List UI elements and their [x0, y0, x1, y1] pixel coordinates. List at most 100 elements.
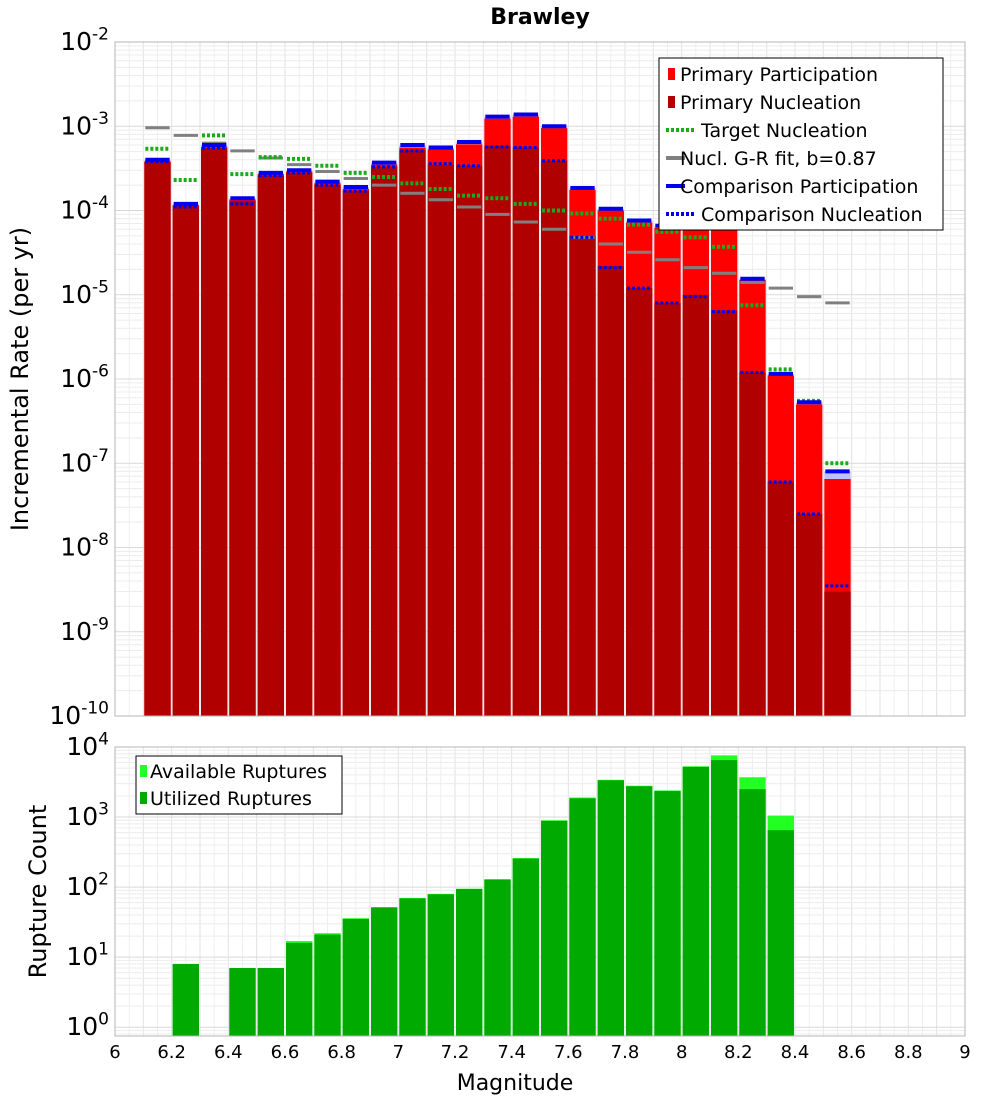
x-tick-label: 8 [676, 1042, 687, 1063]
nucleation-bar [654, 302, 681, 716]
y-tick-label: 10-8 [60, 530, 109, 562]
utilized-ruptures-bar [427, 894, 454, 1036]
top-bars [144, 114, 851, 717]
y-tick-label: 10-3 [60, 109, 109, 141]
x-tick-label: 9 [959, 1042, 970, 1063]
top-line-segments [145, 112, 850, 588]
y-tick-label: 10-6 [60, 362, 109, 394]
legend-swatch [140, 765, 147, 777]
nucleation-bar [144, 161, 171, 717]
bottom-y-axis-label: Rupture Count [24, 805, 52, 979]
nucleation-bar [484, 146, 511, 716]
rupture-count-plot: 100 101 102 103 104 6 6.2 6.4 6.6 6.8 7 7.2 7.4 7.6 7.… [24, 730, 971, 1097]
x-tick-label: 7.6 [554, 1042, 583, 1063]
y-tick-label: 10-7 [60, 446, 109, 478]
chart-title: Brawley [490, 5, 590, 30]
nucleation-bar [201, 148, 228, 716]
legend-entry: Available Ruptures [150, 761, 327, 783]
legend-entry: Nucl. G-R fit, b=0.87 [680, 148, 877, 170]
y-tick-label: 10-4 [60, 193, 109, 225]
x-tick-label: 6.2 [157, 1042, 186, 1063]
top-y-axis-label: Incremental Rate (per yr) [6, 227, 34, 531]
legend-swatch [668, 96, 675, 108]
utilized-ruptures-bar [597, 780, 624, 1036]
bottom-plot-border [114, 746, 966, 1037]
nucleation-bar [682, 294, 709, 716]
x-tick-label: 8.4 [781, 1042, 810, 1063]
utilized-ruptures-bar [484, 879, 511, 1036]
nucleation-bar [399, 150, 426, 717]
nucleation-bar [257, 175, 284, 716]
utilized-ruptures-bar [399, 898, 426, 1036]
nucleation-bar [569, 235, 596, 717]
utilized-ruptures-bar [626, 786, 653, 1036]
x-tick-label: 7.2 [441, 1042, 470, 1063]
legend-entry: Primary Nucleation [680, 92, 861, 114]
top-plot-border [114, 41, 966, 717]
legend-entry: Utilized Ruptures [150, 788, 312, 810]
x-tick-label: 7.4 [497, 1042, 526, 1063]
top-legend: Primary Participation Primary Nucleation T… [658, 57, 944, 231]
nucleation-bar [824, 591, 851, 716]
x-tick-label: 8.8 [894, 1042, 923, 1063]
utilized-ruptures-bar [711, 760, 738, 1036]
nucleation-bar [314, 185, 341, 716]
nucleation-bar [172, 205, 199, 716]
utilized-ruptures-bar [569, 798, 596, 1036]
utilized-ruptures-bar [512, 858, 539, 1036]
x-axis-label: Magnitude [457, 1071, 574, 1096]
x-tick-label: 6.6 [271, 1042, 300, 1063]
bottom-y-ticks: 100 101 102 103 104 [66, 730, 109, 1042]
utilized-ruptures-bar [314, 934, 341, 1036]
x-tick-label: 6.4 [214, 1042, 243, 1063]
utilized-ruptures-bar [371, 907, 398, 1036]
bottom-legend-box [135, 755, 343, 815]
utilized-ruptures-bar [541, 820, 568, 1036]
nucleation-bar [229, 200, 256, 716]
incremental-rate-plot: 10-10 10-9 10-8 10-7 10-6 10-5 10-4 10-3 10-2 Bra… [6, 5, 966, 731]
nucleation-bar [342, 191, 369, 717]
y-tick-label: 10-10 [49, 699, 109, 731]
x-tick-label: 6.8 [327, 1042, 356, 1063]
y-tick-label: 100 [66, 1010, 109, 1042]
utilized-ruptures-bar [767, 830, 794, 1036]
x-tick-label: 7.8 [611, 1042, 640, 1063]
utilized-ruptures-bar [229, 968, 256, 1036]
nucleation-bar [371, 166, 398, 717]
utilized-ruptures-bar [654, 791, 681, 1036]
nucleation-bar [796, 513, 823, 716]
y-tick-label: 10-5 [60, 277, 109, 309]
utilized-ruptures-bar [682, 766, 709, 1036]
nucleation-bar [626, 288, 653, 716]
nucleation-bar [597, 265, 624, 716]
legend-entry: Primary Participation [680, 64, 878, 86]
x-tick-label: 6 [109, 1042, 120, 1063]
top-y-ticks: 10-10 10-9 10-8 10-7 10-6 10-5 10-4 10-3 10-2 [49, 25, 109, 731]
y-tick-label: 10-2 [60, 25, 109, 57]
nucleation-bar [739, 372, 766, 716]
utilized-ruptures-bar [739, 789, 766, 1036]
nucleation-bar [711, 310, 738, 716]
legend-swatch [140, 792, 147, 804]
x-tick-label: 7 [393, 1042, 404, 1063]
y-tick-label: 101 [66, 940, 109, 972]
y-tick-label: 104 [66, 730, 109, 762]
bottom-legend: Available Ruptures Utilized Ruptures [135, 755, 343, 815]
nucleation-bar [767, 481, 794, 716]
nucleation-bar [456, 165, 483, 716]
legend-swatch [668, 68, 675, 80]
utilized-ruptures-bar [172, 963, 199, 1036]
y-tick-label: 103 [66, 800, 109, 832]
x-tick-label: 8.6 [837, 1042, 866, 1063]
nucleation-bar [427, 164, 454, 717]
utilized-ruptures-bar [342, 919, 369, 1036]
nucleation-bar [541, 160, 568, 716]
legend-entry: Target Nucleation [700, 120, 868, 142]
y-tick-label: 102 [66, 870, 109, 902]
x-tick-label: 8.2 [724, 1042, 753, 1063]
legend-entry: Comparison Participation [680, 176, 918, 198]
legend-entry: Comparison Nucleation [701, 204, 923, 226]
utilized-ruptures-bar [257, 968, 284, 1036]
nucleation-bar [286, 172, 313, 717]
